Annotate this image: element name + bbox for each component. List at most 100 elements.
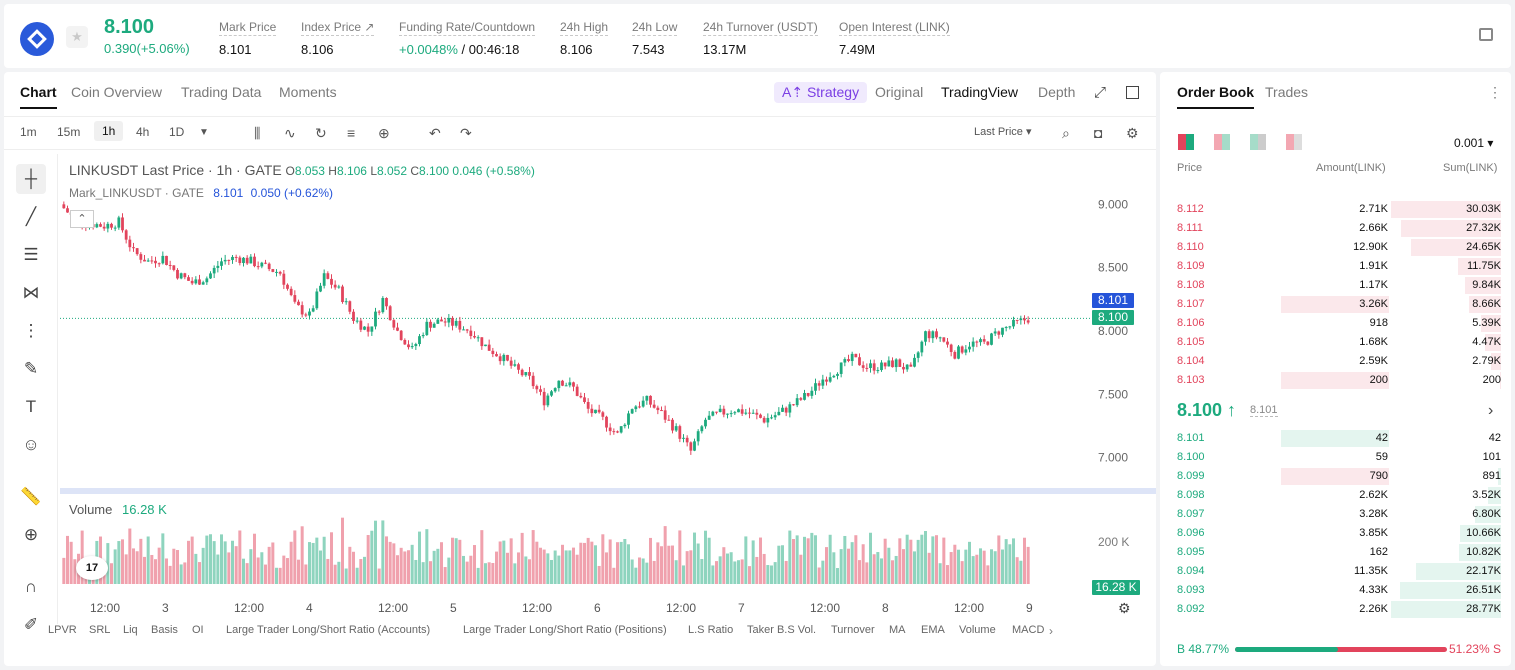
orderbook-bid-row[interactable]: 8.098 2.62K 3.52K <box>1160 486 1511 505</box>
orderbook-bid-row[interactable]: 8.099 790 891 <box>1160 467 1511 486</box>
indicator-macd[interactable]: MACD <box>1012 624 1045 636</box>
indicator-srl[interactable]: SRL <box>89 624 111 636</box>
scroll-right-icon[interactable]: › <box>1049 624 1053 638</box>
indicator-l-s-ratio[interactable]: L.S Ratio <box>688 624 734 636</box>
orderbook-ask-row[interactable]: 8.104 2.59K 2.79K <box>1160 352 1511 371</box>
pattern-icon[interactable]: ⋈ <box>22 283 40 302</box>
pencil-icon[interactable]: ✐ <box>23 615 39 634</box>
orderbook-ask-row[interactable]: 8.105 1.68K 4.47K <box>1160 333 1511 352</box>
orderbook-bid-row[interactable]: 8.101 42 42 <box>1160 429 1511 448</box>
tab-moments[interactable]: Moments <box>279 84 337 100</box>
view-depth[interactable]: Depth <box>1038 84 1076 100</box>
search-icon[interactable]: ⌕ <box>1062 125 1070 141</box>
orderbook-ask-row[interactable]: 8.106 918 5.39K <box>1160 314 1511 333</box>
volume-bar <box>839 549 843 584</box>
orderbook-ask-row[interactable]: 8.112 2.71K 30.03K <box>1160 200 1511 219</box>
expand-icon[interactable]: ⤢ <box>1094 84 1107 101</box>
tab-coin-overview[interactable]: Coin Overview <box>71 84 163 100</box>
indicator-volume[interactable]: Volume <box>959 624 996 636</box>
timeframe-dropdown-icon[interactable]: ▼ <box>199 127 209 138</box>
indicator-lpvr[interactable]: LPVR <box>48 624 77 636</box>
list-icon[interactable]: ≡ <box>347 125 356 141</box>
orderbook-bid-row[interactable]: 8.096 3.85K 10.66K <box>1160 524 1511 543</box>
pane-separator[interactable] <box>60 488 1156 494</box>
tab-trades[interactable]: Trades <box>1265 84 1309 100</box>
more-icon[interactable]: ⋮ <box>1488 84 1502 100</box>
volume-bar <box>495 551 498 584</box>
orderbook-ask-row[interactable]: 8.111 2.66K 27.32K <box>1160 219 1511 238</box>
emoji-icon[interactable]: ☺ <box>22 435 40 454</box>
orderbook-ask-row[interactable]: 8.109 1.91K 11.75K <box>1160 257 1511 276</box>
indicator-liq[interactable]: Liq <box>123 624 138 636</box>
volume-bar <box>891 560 894 584</box>
view-both-icon[interactable] <box>1178 134 1194 150</box>
collapse-legend-icon[interactable]: ⌃ <box>70 210 94 228</box>
orderbook-bid-row[interactable]: 8.092 2.26K 28.77K <box>1160 600 1511 619</box>
view-bids-icon[interactable] <box>1250 134 1266 150</box>
view-tradingview[interactable]: TradingView <box>941 84 1019 100</box>
horizontal-lines-icon[interactable]: ☰ <box>23 245 39 264</box>
orderbook-ask-row[interactable]: 8.110 12.90K 24.65K <box>1160 238 1511 257</box>
orderbook-bid-row[interactable]: 8.093 4.33K 26.51K <box>1160 581 1511 600</box>
chevron-right-icon[interactable]: › <box>1488 402 1494 419</box>
add-indicator-icon[interactable]: ⊕ <box>378 125 390 141</box>
indicator-large-trader-long-short-ratio-positions-[interactable]: Large Trader Long/Short Ratio (Positions… <box>463 624 667 636</box>
orderbook-ask-row[interactable]: 8.103 200 200 <box>1160 371 1511 390</box>
view-asks-icon[interactable] <box>1214 134 1230 150</box>
fib-icon[interactable]: ⋮ <box>22 321 40 340</box>
timeframe-1m[interactable]: 1m <box>20 125 37 139</box>
chart-settings-icon[interactable]: ⚙ <box>1118 600 1131 616</box>
indicator-basis[interactable]: Basis <box>151 624 178 636</box>
magnet-icon[interactable]: ∩ <box>24 577 38 596</box>
orderbook-ask-row[interactable]: 8.108 1.17K 9.84K <box>1160 276 1511 295</box>
brush-icon[interactable]: ✎ <box>23 359 39 378</box>
candle-body <box>495 354 498 357</box>
price-chart[interactable]: 9.000 8.500 8.000 7.500 7.000 12:00 3 12:00 4 12:… <box>4 72 1156 612</box>
amount-highlight <box>1281 372 1389 389</box>
stat-index-price[interactable]: Index Price ↗ 8.106 <box>301 20 375 57</box>
view-depth-icon[interactable] <box>1286 134 1302 150</box>
view-original[interactable]: Original <box>875 84 924 100</box>
tab-chart[interactable]: Chart <box>20 84 57 109</box>
trendline-icon[interactable]: ╱ <box>25 207 37 226</box>
tab-order-book[interactable]: Order Book <box>1177 84 1255 109</box>
timeframe-4h[interactable]: 4h <box>136 125 150 139</box>
timeframe-1d[interactable]: 1D <box>169 125 185 139</box>
orderbook-bid-row[interactable]: 8.100 59 101 <box>1160 448 1511 467</box>
camera-icon[interactable]: ◘ <box>1094 125 1103 141</box>
indicator-taker-b-s-vol-[interactable]: Taker B.S Vol. <box>747 624 817 636</box>
refresh-icon[interactable]: ↻ <box>315 125 327 141</box>
orderbook-sum: 8.66K <box>1472 298 1501 310</box>
gear-icon[interactable]: ⚙ <box>1126 125 1139 141</box>
orderbook-ask-row[interactable]: 8.107 3.26K 8.66K <box>1160 295 1511 314</box>
tab-trading-data[interactable]: Trading Data <box>181 84 262 100</box>
redo-icon[interactable]: ↷ <box>460 125 472 141</box>
indicator-large-trader-long-short-ratio-accounts-[interactable]: Large Trader Long/Short Ratio (Accounts) <box>226 624 431 636</box>
timeframe-15m[interactable]: 15m <box>57 125 81 139</box>
zoom-in-icon[interactable]: ⊕ <box>23 525 39 544</box>
precision-select[interactable]: 0.001 ▾ <box>1454 136 1494 150</box>
orderbook-bid-row[interactable]: 8.094 11.35K 22.17K <box>1160 562 1511 581</box>
indicator-turnover[interactable]: Turnover <box>831 624 875 636</box>
timeframe-1h[interactable]: 1h <box>94 121 124 141</box>
text-icon[interactable]: T <box>25 397 37 416</box>
indicator-ema[interactable]: EMA <box>921 624 945 636</box>
indicators-icon[interactable]: ∿ <box>284 125 296 141</box>
volume-bar <box>458 539 462 584</box>
strategy-button[interactable]: A⇡ Strategy <box>774 82 868 103</box>
volume-bar <box>660 546 663 584</box>
orderbook-bid-row[interactable]: 8.097 3.28K 6.80K <box>1160 505 1511 524</box>
book-icon[interactable] <box>1479 28 1493 41</box>
undo-icon[interactable]: ↶ <box>429 125 441 141</box>
candle-type-icon[interactable]: ⫼ <box>254 125 261 141</box>
indicator-ma[interactable]: MA <box>889 624 906 636</box>
orderbook-bid-row[interactable]: 8.095 162 10.82K <box>1160 543 1511 562</box>
candle-body <box>557 380 561 389</box>
crosshair-icon[interactable]: ┼ <box>16 164 46 194</box>
tradingview-logo[interactable]: 17 <box>76 556 108 580</box>
window-icon[interactable] <box>1126 86 1139 99</box>
price-type-select[interactable]: Last Price ▾ <box>974 126 1032 138</box>
indicator-oi[interactable]: OI <box>192 624 204 636</box>
favorite-star-icon[interactable]: ★ <box>66 26 88 48</box>
ruler-icon[interactable]: 📏 <box>20 487 42 506</box>
